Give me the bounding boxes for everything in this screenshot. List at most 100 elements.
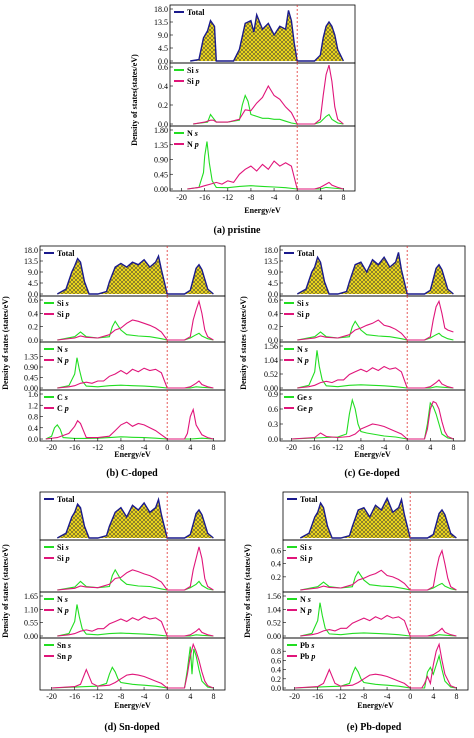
y-tick-label: 0.6: [271, 547, 281, 556]
series-line-si-p: [300, 548, 457, 591]
y-tick-label: 0.2: [271, 573, 281, 582]
series-line-si-p: [57, 299, 214, 341]
y-tick-label: 0.8: [28, 413, 38, 422]
series-line-n-p: [57, 615, 214, 637]
x-tick-label: 8: [211, 692, 215, 701]
y-tick-label: 13.5: [264, 257, 278, 266]
x-tick-label: -20: [286, 443, 297, 452]
y-tick-label: 0.9: [268, 390, 278, 399]
y-tick-label: 0.0: [28, 435, 38, 444]
panel-e-1: Total: [282, 491, 469, 541]
y-axis-label: Density of states(states/eV): [130, 54, 139, 146]
y-tick-label: 4.5: [158, 44, 168, 53]
series-line-total: [299, 496, 457, 539]
panel-e-4: 0.00.20.40.60.8 Pb s Pb p: [271, 637, 469, 693]
x-tick-label: -12: [222, 193, 233, 202]
series-area-total: [190, 10, 344, 61]
panel-e-3: 0.00 0.52 1.04 1.56 N s N p: [267, 591, 469, 641]
legend-label: N s: [57, 345, 68, 354]
series-line-si-s: [193, 94, 344, 125]
series-line-total: [56, 253, 214, 295]
x-tick-label: -16: [199, 193, 210, 202]
y-tick-label: 1.35: [24, 353, 38, 362]
legend-label: Si p: [57, 310, 70, 319]
legend-label: Si s: [57, 543, 69, 552]
legend-label: Si p: [57, 554, 70, 563]
y-tick-label: 0.0: [268, 336, 278, 345]
x-tick-label: -16: [312, 692, 323, 701]
x-tick-label: 8: [454, 692, 458, 701]
x-tick-label: 4: [188, 443, 192, 452]
y-tick-label: 1.56: [267, 592, 281, 601]
y-tick-label: 0.90: [24, 363, 38, 372]
y-tick-label: 9.0: [158, 31, 168, 40]
y-tick-label: 0.00: [24, 632, 38, 641]
x-tick-label: -12: [92, 443, 103, 452]
legend-label: N s: [297, 345, 308, 354]
y-tick-label: 0.2: [28, 323, 38, 332]
legend-label: Ge p: [297, 404, 313, 413]
legend-label: Pb p: [300, 652, 315, 661]
y-axis-label: Density of states (states/eV): [239, 296, 248, 390]
y-tick-label: 0.2: [271, 675, 281, 684]
y-tick-label: 0.4: [28, 309, 38, 318]
legend-label: N s: [187, 129, 198, 138]
legend-label: C s: [57, 393, 68, 402]
panel-c-3: 0.00 0.52 1.04 1.56 N s N p: [264, 341, 466, 393]
y-tick-label: 0.0: [158, 57, 168, 66]
panel-frame: [169, 125, 356, 192]
y-tick-label: 0.4: [28, 424, 38, 433]
y-axis-label: Density of states (states/eV): [1, 544, 10, 638]
legend-label: Si p: [300, 554, 313, 563]
legend-label: N p: [297, 356, 309, 365]
y-tick-label: 9.0: [268, 268, 278, 277]
y-tick-label: 1.65: [24, 592, 38, 601]
x-tick-label: -4: [384, 692, 391, 701]
y-tick-label: 0.52: [267, 619, 281, 628]
legend-label: Si s: [57, 299, 69, 308]
y-tick-label: 0.8: [271, 647, 281, 656]
series-line-n-s: [57, 604, 214, 637]
y-tick-label: 0.0: [271, 684, 281, 693]
series-line-pb-p: [294, 642, 457, 689]
x-tick-label: -4: [141, 692, 148, 701]
series-line-n-s: [300, 602, 457, 637]
series-line-total: [190, 10, 345, 62]
x-tick-label: -16: [69, 443, 80, 452]
x-tick-label: -8: [361, 692, 368, 701]
series-line-si-p: [297, 299, 454, 341]
y-tick-label: 13.5: [24, 257, 38, 266]
y-tick-label: 0.6: [268, 405, 278, 414]
legend-label: N p: [187, 140, 199, 149]
panel-b-3: 0.000.45 0.901.35 N s N p: [24, 341, 226, 393]
panel-b-4: 0.0 0.4 0.8 1.2 1.6 C s C p: [28, 389, 226, 444]
x-tick-label: -12: [332, 443, 343, 452]
series-area-total: [300, 498, 457, 538]
y-tick-label: 0.55: [24, 619, 38, 628]
panel-frame: [279, 389, 466, 442]
legend-label: Total: [300, 495, 318, 504]
y-tick-label: 1.2: [28, 401, 38, 410]
series-line-n-p: [297, 365, 454, 389]
x-tick-label: -20: [176, 193, 187, 202]
x-tick-label: 4: [318, 193, 322, 202]
panel-c-1: 0.0 4.5 9.0 13.5 18.0 Total: [264, 245, 466, 299]
series-line-n-p: [300, 614, 457, 637]
figure-caption: (e) Pb-doped: [347, 722, 402, 733]
legend-label: Si p: [297, 310, 310, 319]
x-tick-label: -4: [271, 193, 278, 202]
y-tick-label: 9.0: [28, 268, 38, 277]
panel-frame: [39, 637, 226, 691]
legend-label: N s: [57, 595, 68, 604]
chart-b: 0.0 4.5 9.0 13.5 18.0 Total 0.0 0.2 0.4 0.6 Si s Si…: [1, 245, 226, 479]
x-tick-label: -8: [248, 193, 255, 202]
legend-label: Total: [297, 249, 315, 258]
series-area-total: [297, 252, 454, 294]
x-tick-label: 8: [211, 443, 215, 452]
legend-label: N p: [300, 606, 312, 615]
y-tick-label: 0.2: [268, 323, 278, 332]
y-tick-label: 0.0: [268, 290, 278, 299]
panel-frame: [282, 637, 469, 691]
series-area-total: [57, 499, 214, 538]
y-tick-label: 1.56: [264, 342, 278, 351]
